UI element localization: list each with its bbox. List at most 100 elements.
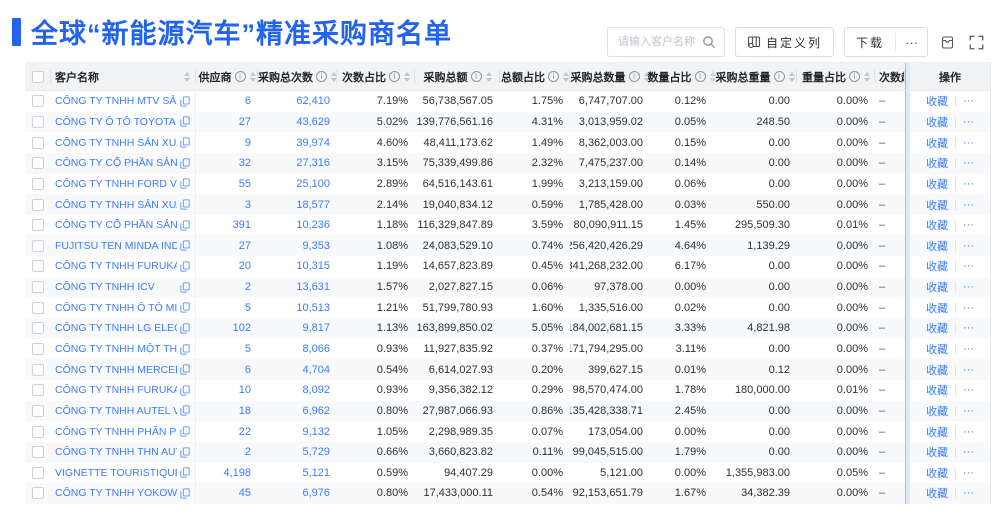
more-actions-button[interactable]: ···: [962, 260, 974, 273]
more-actions-button[interactable]: ···: [962, 157, 974, 170]
favorite-button[interactable]: 收藏: [926, 302, 949, 315]
fullscreen-icon[interactable]: [967, 33, 986, 52]
row-checkbox[interactable]: [32, 322, 44, 335]
sort-icon[interactable]: [643, 71, 650, 82]
customer-name-link[interactable]: CÔNG TY TNHH ICV: [55, 281, 155, 294]
more-actions-button[interactable]: ···: [962, 239, 974, 252]
row-checkbox[interactable]: [32, 95, 44, 108]
favorite-button[interactable]: 收藏: [926, 323, 949, 336]
copy-icon[interactable]: [180, 261, 190, 272]
more-actions-button[interactable]: ···: [962, 384, 974, 397]
customer-name-link[interactable]: CÔNG TY TNHH FURUKAWA A...: [55, 384, 177, 397]
more-actions-button[interactable]: ···: [962, 281, 974, 294]
customer-name-link[interactable]: CÔNG TY TNHH YOKOWO VIỆT...: [55, 487, 177, 500]
copy-icon[interactable]: [180, 220, 190, 231]
search-input[interactable]: [615, 35, 698, 49]
copy-icon[interactable]: [180, 281, 190, 293]
copy-icon[interactable]: [180, 116, 190, 128]
favorite-button[interactable]: 收藏: [926, 426, 949, 439]
favorite-button[interactable]: 收藏: [926, 282, 949, 295]
select-all-checkbox[interactable]: [32, 70, 44, 83]
customer-name-link[interactable]: CÔNG TY TNHH FURUKAWA A...: [55, 260, 177, 273]
row-checkbox[interactable]: [32, 343, 44, 355]
favorite-button[interactable]: 收藏: [926, 261, 949, 274]
favorite-button[interactable]: 收藏: [926, 405, 949, 418]
favorite-button[interactable]: 收藏: [926, 240, 949, 253]
customer-name-link[interactable]: CÔNG TY TNHH FORD VIỆT NAM: [55, 177, 177, 190]
column-header-qty-pct[interactable]: 数量占比 i: [648, 63, 716, 90]
info-icon[interactable]: i: [470, 71, 482, 82]
row-checkbox[interactable]: [32, 487, 44, 500]
customer-name-link[interactable]: CÔNG TY TNHH AUTEL VIỆT N...: [55, 404, 177, 417]
more-actions-button[interactable]: ···: [962, 95, 974, 108]
customer-name-link[interactable]: CÔNG TY TNHH MỘT THÀNH V...: [55, 343, 177, 355]
more-actions-button[interactable]: ···: [962, 446, 974, 459]
more-actions-button[interactable]: ···: [962, 136, 974, 149]
favorite-button[interactable]: 收藏: [926, 344, 949, 356]
row-checkbox[interactable]: [32, 198, 44, 211]
row-checkbox[interactable]: [32, 219, 44, 232]
copy-icon[interactable]: [180, 343, 190, 355]
sort-icon[interactable]: [563, 71, 569, 82]
customer-name-link[interactable]: CÔNG TY TNHH MERCEDES–B...: [55, 363, 177, 376]
info-icon[interactable]: i: [694, 71, 706, 82]
copy-icon[interactable]: [180, 488, 190, 499]
sort-icon[interactable]: [404, 71, 410, 82]
favorite-button[interactable]: 收藏: [926, 364, 949, 377]
row-checkbox[interactable]: [32, 446, 44, 459]
info-icon[interactable]: i: [548, 71, 559, 82]
row-checkbox[interactable]: [32, 384, 44, 397]
sort-icon[interactable]: [485, 71, 492, 82]
column-header-purchase-amount[interactable]: 采购总额 i: [415, 63, 500, 90]
column-header-customer-name[interactable]: 客户名称: [51, 63, 196, 90]
row-checkbox[interactable]: [32, 404, 44, 417]
row-checkbox[interactable]: [32, 425, 44, 438]
info-icon[interactable]: i: [849, 71, 860, 82]
info-icon[interactable]: i: [316, 71, 327, 82]
sort-icon[interactable]: [788, 71, 795, 82]
favorite-button[interactable]: 收藏: [926, 116, 949, 129]
favorite-button[interactable]: 收藏: [926, 199, 949, 212]
column-header-count-pct[interactable]: 次数占比 i: [337, 63, 415, 90]
copy-icon[interactable]: [180, 426, 190, 437]
copy-icon[interactable]: [180, 323, 190, 334]
info-icon[interactable]: i: [773, 71, 785, 82]
more-download-options-button[interactable]: ···: [905, 34, 918, 50]
more-actions-button[interactable]: ···: [962, 198, 974, 211]
copy-icon[interactable]: [180, 178, 190, 189]
customer-name-link[interactable]: CÔNG TY Ô TÔ TOYOTA VIỆT ...: [55, 115, 177, 128]
column-header-purchase-qty[interactable]: 采购总数量 i: [570, 63, 650, 90]
more-actions-button[interactable]: ···: [962, 301, 974, 314]
column-header-supplier[interactable]: 供应商 i: [196, 63, 258, 90]
favorite-button[interactable]: 收藏: [926, 137, 949, 150]
sort-icon[interactable]: [331, 71, 337, 82]
more-actions-button[interactable]: ···: [962, 115, 974, 128]
favorite-button[interactable]: 收藏: [926, 447, 949, 460]
favorite-button[interactable]: 收藏: [926, 467, 949, 480]
favorite-button[interactable]: 收藏: [926, 178, 949, 191]
copy-icon[interactable]: [180, 240, 190, 251]
sort-icon[interactable]: [184, 71, 190, 82]
info-icon[interactable]: i: [389, 71, 400, 82]
customer-name-link[interactable]: VIGNETTE TOURISTIQUE G UNI...: [55, 466, 177, 479]
more-actions-button[interactable]: ···: [962, 177, 974, 190]
row-checkbox[interactable]: [32, 260, 44, 273]
favorite-button[interactable]: 收藏: [926, 96, 949, 109]
more-actions-button[interactable]: ···: [962, 466, 974, 479]
copy-icon[interactable]: [180, 137, 190, 148]
customer-name-link[interactable]: CÔNG TY TNHH SẢN XUẤT VÀ ...: [55, 136, 177, 149]
more-actions-button[interactable]: ···: [962, 487, 974, 500]
customer-name-link[interactable]: CÔNG TY TNHH MTV SẢN XUẤ...: [55, 95, 177, 108]
row-checkbox[interactable]: [32, 136, 44, 149]
row-checkbox[interactable]: [32, 239, 44, 252]
copy-icon[interactable]: [180, 467, 190, 478]
copy-icon[interactable]: [180, 364, 190, 375]
copy-icon[interactable]: [180, 96, 190, 107]
row-checkbox[interactable]: [32, 157, 44, 170]
row-checkbox[interactable]: [32, 466, 44, 479]
info-icon[interactable]: i: [234, 71, 246, 82]
favorite-button[interactable]: 收藏: [926, 385, 949, 398]
copy-icon[interactable]: [180, 199, 190, 210]
customer-name-link[interactable]: CÔNG TY TNHH PHÂN PHỐI T...: [55, 425, 177, 438]
copy-icon[interactable]: [180, 447, 190, 458]
